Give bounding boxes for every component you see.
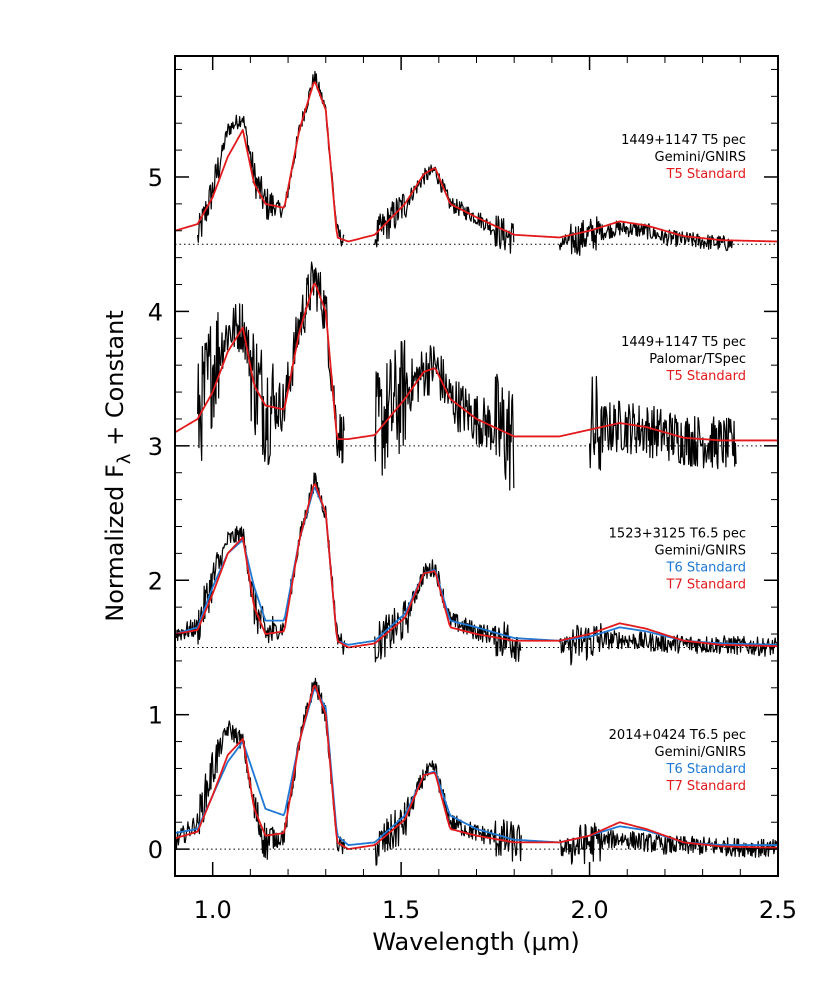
spectrum-line-2014-0424-t6-5-pec [174,677,346,860]
spectrum-line-1449-1147-t5-pec [588,375,737,471]
panel-label: Gemini/GNIRS [655,150,747,165]
panel-label: T7 Standard [666,577,747,592]
panel-label: 1449+1147 T5 pec [621,335,746,350]
panel-label: Gemini/GNIRS [655,543,747,558]
spectra-plot-lines [174,70,779,866]
axis-ticks [174,56,779,877]
spectrum-line-t7-standard [174,684,779,851]
y-tick-label: 3 [148,433,163,461]
panel-label: T5 Standard [666,167,747,182]
panel-label: T7 Standard [666,779,747,794]
x-tick-label: 1.0 [194,896,232,924]
axis-tick-labels: 1.0 1.5 2.0 2.5 0 1 2 3 4 5 [148,164,797,924]
y-tick-label: 1 [148,702,163,730]
panel-label: T6 Standard [666,560,747,575]
zero-baselines [175,243,778,850]
spectrum-line-2014-0424-t6-5-pec [374,760,522,866]
panel-label: Palomar/TSpec [649,352,746,367]
panel-annotations: 1449+1147 T5 pec Gemini/GNIRS T5 Standard 1… [609,133,746,794]
spectrum-line-1449-1147-t5-pec [558,216,733,256]
spectrum-line-2014-0424-t6-5-pec [559,822,779,865]
spectrum-line-1449-1147-t5-pec [197,70,345,247]
x-tick-label: 1.5 [382,896,420,924]
spectrum-line-1449-1147-t5-pec [374,339,515,491]
panel-label: Gemini/GNIRS [655,745,747,760]
y-tick-label: 0 [148,836,163,864]
spectrum-line-t7-standard [174,483,779,649]
y-tick-label: 5 [148,164,163,192]
spectrum-line-1523-3125-t6-5-pec [175,472,346,655]
panel-label: 1523+3125 T6.5 pec [609,526,746,541]
spectrum-line-1523-3125-t6-5-pec [558,622,779,666]
panel-label: 1449+1147 T5 pec [621,133,746,148]
panel-label: 2014+0424 T6.5 pec [609,728,746,743]
panel-label: T5 Standard [666,369,747,384]
spectrum-line-t5-standard [174,282,778,442]
y-axis-title: Normalized Fλ + Constant [101,310,135,621]
spectrum-line-t5-standard [174,81,779,243]
spectrum-line-1449-1147-t5-pec [197,261,345,466]
x-axis-title: Wavelength (μm) [372,928,579,956]
y-tick-label: 4 [148,298,163,326]
y-tick-label: 2 [148,567,163,595]
spectrum-line-1449-1147-t5-pec [374,164,515,254]
panel-label: T6 Standard [666,762,747,777]
x-tick-label: 2.5 [759,896,797,924]
x-tick-label: 2.0 [570,896,608,924]
